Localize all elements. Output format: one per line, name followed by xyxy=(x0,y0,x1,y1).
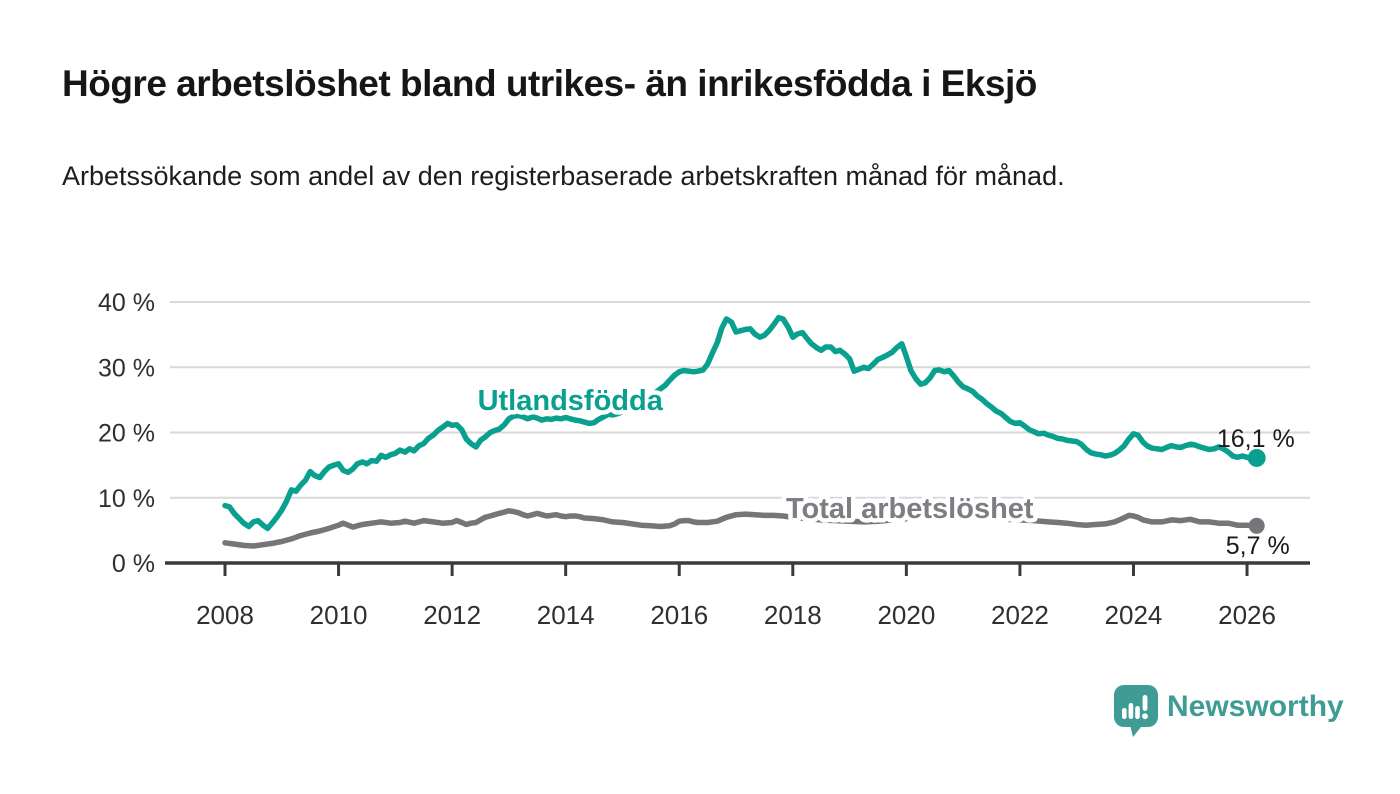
page-title: Högre arbetslöshet bland utrikes- än inr… xyxy=(62,63,1037,104)
bar-chart-speech-bubble-icon xyxy=(1114,685,1158,737)
logo-exclamation-dot xyxy=(1142,713,1148,720)
brand-name: Newsworthy xyxy=(1167,690,1344,723)
x-axis-label-2014: 2014 xyxy=(537,600,595,630)
logo-bar-3 xyxy=(1135,706,1140,719)
y-axis-label-40: 40 % xyxy=(98,289,155,317)
end-value-label-utlandsf-dda: 16,1 % xyxy=(1217,425,1295,453)
y-axis-label-30: 30 % xyxy=(98,354,155,382)
y-axis-label-0: 0 % xyxy=(112,550,155,578)
x-axis-label-2016: 2016 xyxy=(650,600,708,630)
x-axis-label-2008: 2008 xyxy=(196,600,254,630)
y-axis-label-20: 20 % xyxy=(98,420,155,448)
x-axis-label-2022: 2022 xyxy=(991,600,1049,630)
series-label-utlandsf-dda: Utlandsfödda xyxy=(478,385,664,417)
logo-exclamation-stem xyxy=(1142,695,1148,711)
end-dot-utlandsf-dda xyxy=(1247,448,1266,467)
x-axis-label-2012: 2012 xyxy=(423,600,481,630)
series-line-total-arbetsl-shet xyxy=(222,508,1260,549)
x-axis-label-2010: 2010 xyxy=(310,600,368,630)
y-axis-label-10: 10 % xyxy=(98,485,155,513)
end-value-label-total-arbetsl-shet: 5,7 % xyxy=(1226,532,1290,560)
x-axis-label-2020: 2020 xyxy=(877,600,935,630)
chart-subtitle: Arbetssökande som andel av den registerb… xyxy=(62,161,1065,191)
series-line-utlandsf-dda xyxy=(222,314,1260,532)
x-axis-label-2026: 2026 xyxy=(1218,600,1276,630)
end-dot-total-arbetsl-shet xyxy=(1248,517,1265,534)
x-axis-label-2018: 2018 xyxy=(764,600,822,630)
logo-bar-1 xyxy=(1122,708,1127,719)
series-label-total-arbetsl-shet: Total arbetslöshet xyxy=(786,493,1034,525)
x-axis-label-2024: 2024 xyxy=(1105,600,1163,630)
logo-bar-2 xyxy=(1128,703,1134,719)
